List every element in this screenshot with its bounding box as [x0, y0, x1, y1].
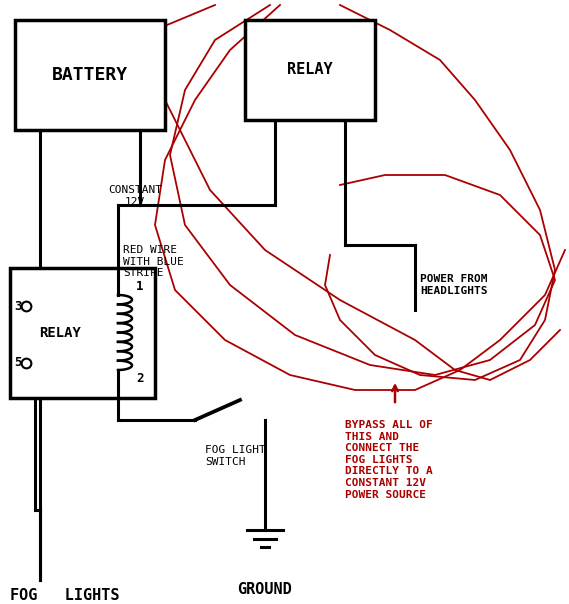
Text: BYPASS ALL OF
THIS AND
CONNECT THE
FOG LIGHTS
DIRECTLY TO A
CONSTANT 12V
POWER S: BYPASS ALL OF THIS AND CONNECT THE FOG L… — [345, 420, 433, 500]
Text: 1: 1 — [136, 280, 143, 294]
Text: POWER FROM
HEADLIGHTS: POWER FROM HEADLIGHTS — [420, 274, 488, 296]
Text: RED WIRE
WITH BLUE
STRIPE: RED WIRE WITH BLUE STRIPE — [123, 245, 184, 278]
Text: BATTERY: BATTERY — [52, 66, 128, 84]
Text: 5: 5 — [14, 356, 22, 370]
Text: GROUND: GROUND — [238, 582, 292, 597]
Text: FOG   LIGHTS: FOG LIGHTS — [10, 588, 119, 603]
Bar — [10, 268, 155, 398]
Bar — [245, 20, 375, 120]
Text: RELAY: RELAY — [287, 62, 333, 77]
Text: 3: 3 — [14, 300, 22, 312]
Text: 2: 2 — [136, 371, 143, 385]
Bar — [15, 20, 165, 130]
Text: FOG LIGHT
SWITCH: FOG LIGHT SWITCH — [205, 445, 266, 467]
Text: RELAY: RELAY — [39, 326, 81, 340]
Text: CONSTANT
12V: CONSTANT 12V — [108, 185, 162, 207]
